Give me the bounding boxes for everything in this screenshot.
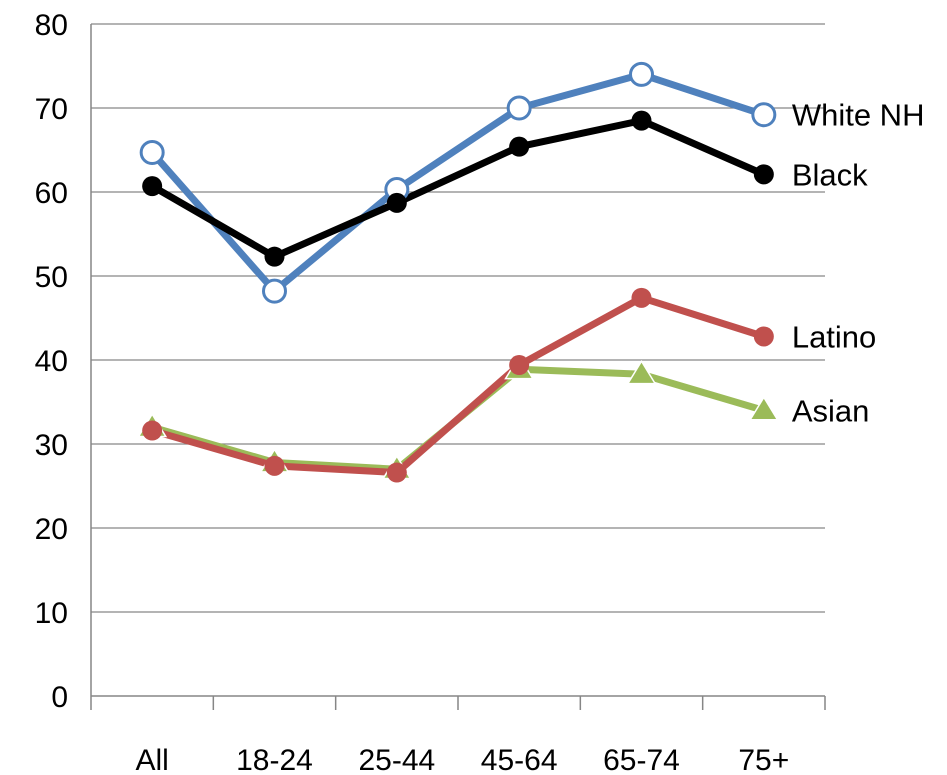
series-line-black — [148, 117, 768, 261]
data-point-latino — [142, 420, 163, 441]
series-markers — [137, 61, 779, 483]
y-tick-label: 0 — [51, 681, 68, 714]
data-point-black — [264, 246, 285, 267]
data-point-white-nh — [139, 140, 165, 166]
data-point-white-nh — [262, 278, 287, 304]
y-tick-label: 80 — [35, 9, 68, 42]
series-label-white-nh: White NH — [792, 98, 925, 133]
x-tick-label: 25-44 — [358, 744, 435, 775]
data-point-latino — [631, 287, 652, 308]
data-point-black — [509, 136, 530, 157]
series-label-black: Black — [792, 157, 868, 192]
data-point-white-nh — [751, 102, 777, 128]
data-point-black — [753, 164, 774, 185]
series-labels: Asian Latino White NH Black — [792, 98, 925, 429]
x-tick-label: All — [135, 744, 168, 775]
series-line-white-nh — [148, 70, 768, 295]
data-point-black — [142, 176, 163, 197]
x-tick-label: 45-64 — [481, 744, 558, 775]
data-point-latino — [753, 326, 774, 347]
x-tick-label: 65-74 — [603, 744, 680, 775]
y-tick-label: 40 — [35, 345, 68, 378]
series-lines — [148, 70, 768, 477]
y-tick-label: 60 — [35, 177, 68, 210]
data-point-latino — [509, 355, 530, 376]
data-point-black — [631, 110, 652, 131]
data-point-asian — [748, 395, 779, 421]
data-point-white-nh — [629, 61, 654, 87]
axes — [90, 24, 826, 710]
series-label-latino: Latino — [792, 319, 876, 354]
data-point-latino — [264, 455, 285, 476]
y-tick-labels: 0 10 20 30 40 50 60 70 80 — [35, 9, 68, 714]
x-tick-label: 18-24 — [236, 744, 313, 775]
y-tick-label: 50 — [35, 261, 68, 294]
data-point-latino — [386, 462, 407, 483]
data-point-white-nh — [506, 95, 532, 121]
y-tick-label: 10 — [35, 597, 68, 630]
x-tick-labels: All 18-24 25-44 45-64 65-74 75+ — [135, 744, 789, 775]
y-tick-label: 30 — [35, 429, 68, 462]
y-tick-label: 70 — [35, 93, 68, 126]
data-point-asian — [626, 359, 657, 385]
x-tick-label: 75+ — [738, 744, 789, 775]
series-label-asian: Asian — [792, 393, 870, 428]
data-point-black — [386, 192, 407, 213]
y-tick-label: 20 — [35, 513, 68, 546]
series-line-latino — [148, 294, 768, 477]
